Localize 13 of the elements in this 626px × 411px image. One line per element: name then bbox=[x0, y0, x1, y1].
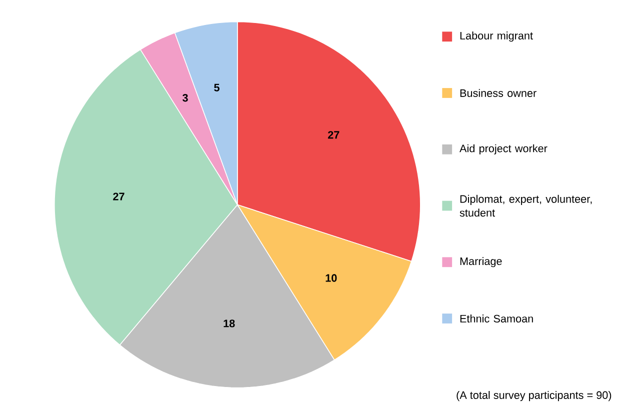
data-label: 18 bbox=[224, 320, 235, 328]
data-label: 10 bbox=[326, 274, 337, 282]
text: (A total survey participants = 90) bbox=[456, 391, 612, 402]
legend-label: Labour migrant bbox=[460, 32, 533, 42]
data-label: 5 bbox=[214, 84, 220, 92]
legend-label: Business owner bbox=[460, 89, 536, 98]
legend-label: Marriage bbox=[460, 257, 502, 268]
data-label: 3 bbox=[182, 94, 188, 102]
legend-label: Ethnic Samoan bbox=[460, 314, 533, 323]
legend-label: Aid project worker bbox=[460, 144, 548, 155]
data-label: 27 bbox=[328, 131, 340, 139]
data-label: 27 bbox=[113, 192, 124, 200]
legend-label: Diplomat, expert, volunteer, student bbox=[460, 195, 592, 217]
